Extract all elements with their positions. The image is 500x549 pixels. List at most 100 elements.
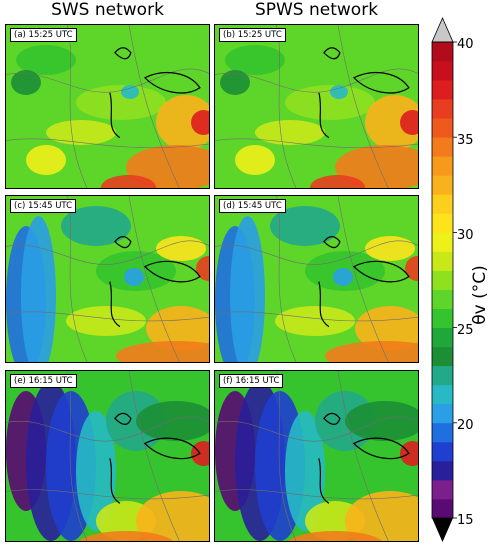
field-region (76, 85, 166, 120)
field-region (136, 401, 209, 441)
col-title-right: SPWS network (254, 0, 379, 20)
map-panel-f: (f) 16:15 UTC (214, 370, 419, 542)
colorbar-bin (432, 99, 453, 119)
colorbar-frame (431, 41, 454, 519)
colorbar-tick-20: 20 (457, 418, 474, 433)
field-region (365, 236, 415, 261)
admin-boundary (6, 416, 209, 442)
cell-contour (318, 92, 330, 139)
field-region (78, 531, 174, 541)
admin-boundary (6, 68, 209, 93)
colorbar-tick-30: 30 (457, 228, 474, 243)
colorbar-tick-35: 35 (457, 133, 474, 148)
colorbar-bin (432, 156, 453, 176)
theta-v-field (6, 25, 209, 188)
field-region (156, 95, 209, 150)
colorbar-bin (432, 460, 453, 481)
field-region (126, 145, 209, 188)
field-region (255, 120, 325, 145)
cell-contour (109, 281, 121, 328)
colorbar-bin (432, 346, 453, 367)
cell-contour (109, 458, 121, 504)
field-region (66, 306, 146, 336)
colorbar-tick-40: 40 (457, 37, 474, 52)
field-region (335, 145, 418, 188)
colorbar-label: θv (°C) (470, 265, 490, 325)
field-region (21, 216, 56, 362)
field-region (287, 531, 383, 541)
cell-contour (352, 71, 410, 94)
admin-boundary (215, 416, 418, 442)
admin-boundary (6, 489, 209, 500)
colorbar-bin (432, 251, 453, 271)
admin-boundary (128, 371, 180, 541)
cell-contour (114, 236, 132, 249)
colorbar-bin (432, 403, 453, 424)
field-region (146, 306, 209, 351)
panel-label: (f) 16:15 UTC (219, 374, 284, 388)
admin-boundary (6, 311, 209, 322)
field-region (310, 175, 365, 188)
colorbar-bin (432, 422, 453, 443)
colorbar-bin (432, 137, 453, 157)
field-region (275, 306, 355, 336)
cell-contour (318, 458, 330, 504)
col-title-left: SWS network (51, 0, 164, 20)
field-region (345, 491, 418, 541)
admin-boundary (67, 196, 88, 362)
admin-boundary (6, 138, 209, 149)
field-region (333, 268, 353, 286)
colorbar-bin (432, 479, 453, 500)
colorbar-bin (432, 194, 453, 214)
field-region (191, 110, 209, 135)
colorbar-bin (432, 327, 453, 348)
admin-boundary (337, 371, 389, 541)
colorbar-bin (432, 213, 453, 233)
colorbar-under-arrow (432, 518, 453, 542)
theta-v-field (215, 196, 418, 362)
field-region (400, 110, 418, 135)
theta-v-field (6, 196, 209, 362)
colorbar-bin (432, 61, 453, 81)
admin-boundary (276, 25, 297, 188)
admin-boundary (6, 240, 209, 265)
admin-boundary (215, 311, 418, 322)
colorbar-bin (432, 365, 453, 386)
field-region (270, 206, 340, 246)
field-region (345, 401, 418, 441)
field-region (26, 145, 66, 175)
field-region (355, 306, 418, 351)
colorbar-bin (432, 498, 453, 519)
field-region (330, 85, 348, 99)
colorbar-bin (432, 289, 453, 309)
cell-contour (323, 412, 341, 425)
colorbar-bin (432, 441, 453, 462)
admin-boundary (276, 196, 297, 362)
cell-contour (143, 71, 201, 94)
cell-contour (109, 92, 121, 139)
theta-v-field (215, 371, 418, 541)
field-region (136, 491, 209, 541)
cell-contour (114, 47, 132, 60)
field-region (61, 206, 131, 246)
admin-boundary (67, 25, 88, 188)
cell-contour (352, 437, 410, 460)
admin-boundary (215, 240, 418, 265)
panel-label: (a) 15:25 UTC (10, 28, 77, 42)
map-panel-e: (e) 16:15 UTC (5, 370, 210, 542)
cell-contour (318, 281, 330, 328)
cell-contour (352, 260, 410, 283)
colorbar-over-arrow (431, 17, 454, 43)
colorbar-bin (432, 175, 453, 195)
colorbar-tick-25: 25 (457, 323, 474, 338)
admin-boundary (67, 371, 88, 541)
map-panel-b: (b) 15:25 UTC (214, 24, 419, 189)
map-panel-a: (a) 15:25 UTC (5, 24, 210, 189)
colorbar-bin (432, 232, 453, 252)
colorbar-bin (432, 270, 453, 290)
admin-boundary (337, 25, 389, 188)
theta-v-field (6, 371, 209, 541)
admin-boundary (128, 25, 180, 188)
colorbar-bin (432, 118, 453, 138)
field-region (156, 236, 206, 261)
